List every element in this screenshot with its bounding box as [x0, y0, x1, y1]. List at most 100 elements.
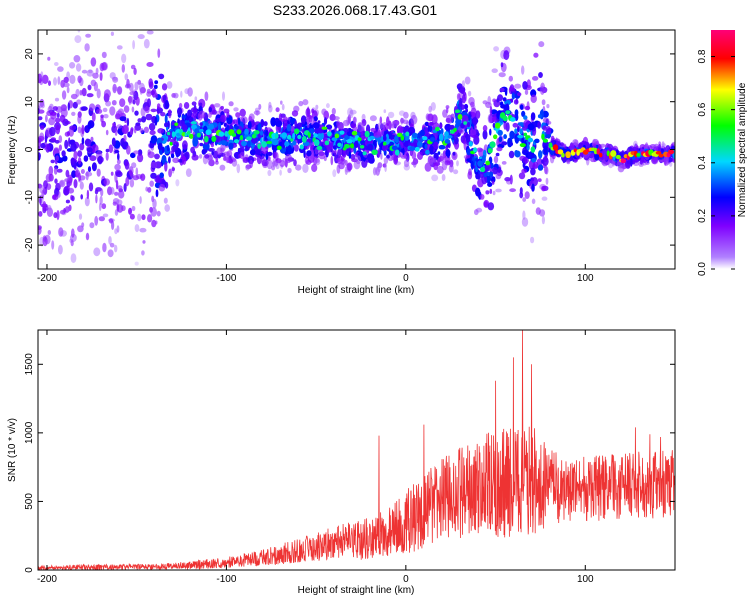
spectrogram-cell: [61, 150, 66, 157]
spectrogram-cell: [149, 142, 155, 149]
spectrogram-cell: [85, 33, 91, 38]
spectrogram-cell: [521, 137, 525, 145]
spectrogram-cell: [286, 124, 292, 132]
spectrogram-cell: [429, 144, 434, 155]
spectrogram-cell: [156, 210, 161, 217]
spectrogram-cell: [81, 124, 85, 135]
spectrogram-cell: [96, 88, 101, 99]
spectrogram-ridge-cell: [473, 147, 478, 153]
spectrogram-ridge-cell: [400, 135, 405, 141]
spectrogram-cell: [257, 122, 262, 133]
spectrogram-cell: [538, 72, 543, 78]
spectrogram-ridge-cell: [204, 135, 209, 143]
spectrogram-ridge-cell: [314, 139, 320, 147]
spectrogram-cell: [101, 203, 107, 210]
spectrogram-cell: [287, 145, 293, 155]
spectrogram-cell: [572, 139, 579, 146]
spectrogram-cell: [338, 162, 345, 170]
spectrogram-cell: [121, 64, 126, 73]
spectrogram-ridge-cell: [457, 113, 463, 120]
spectrogram-cell: [114, 149, 120, 154]
spectrogram-cell: [143, 126, 149, 133]
spectrogram-cell: [347, 107, 353, 117]
spectrogram-ridge-cell: [552, 144, 559, 151]
spectrogram-cell: [284, 153, 293, 164]
spectrogram-cell: [469, 129, 477, 136]
spectrogram-cell: [78, 172, 81, 182]
spectrogram-cell: [487, 182, 493, 187]
spectrogram-cell: [295, 164, 302, 171]
spectrogram-cell: [475, 187, 481, 197]
spectrogram-cell: [70, 142, 77, 152]
spectrogram-cell: [228, 142, 234, 150]
spectrogram-cell: [128, 207, 132, 215]
spectrogram-ridge-cell: [382, 141, 387, 146]
x-tick-label: -100: [216, 273, 236, 284]
spectrogram-cell: [281, 103, 285, 111]
spectrogram-cell: [81, 69, 88, 74]
spectrogram-cell: [85, 232, 90, 241]
spectrogram-cell: [448, 164, 454, 173]
spectrogram-cell: [124, 161, 130, 170]
spectrogram-cell: [153, 84, 158, 89]
spectrogram-cell: [424, 121, 430, 127]
spectrogram-ridge-cell: [259, 130, 264, 136]
spectrogram-cell: [54, 139, 60, 144]
snr-xlabel: Height of straight line (km): [298, 585, 415, 596]
spectrogram-cell: [495, 172, 502, 180]
spectrogram-cell: [102, 242, 107, 253]
spectrogram-cell: [137, 213, 142, 222]
spectrogram-cell: [63, 76, 69, 83]
spectrogram-cell: [509, 87, 516, 92]
spectrogram-cell: [330, 155, 334, 166]
spectrogram-cell: [234, 125, 239, 130]
spectrogram-cell: [511, 92, 516, 100]
spectrogram-cell: [283, 116, 288, 124]
spectrogram-cell: [155, 189, 159, 198]
spectrogram-cell: [393, 155, 398, 165]
spectrogram-cell: [89, 103, 96, 111]
spectrogram-xlabel: Height of straight line (km): [298, 285, 415, 296]
spectrogram-ridge-cell: [636, 153, 641, 157]
spectrogram-ridge-cell: [517, 134, 524, 139]
spectrogram-cell: [159, 172, 164, 179]
spectrogram-cell: [73, 55, 81, 63]
spectrogram-cell: [468, 141, 473, 147]
spectrogram-cell: [522, 197, 527, 202]
spectrogram-cell: [149, 130, 156, 136]
spectrogram-cell: [427, 124, 431, 132]
spectrogram-cell: [260, 119, 265, 128]
spectrogram-cell: [69, 238, 74, 243]
spectrogram-cell: [436, 165, 444, 174]
spectrogram-cell: [134, 128, 137, 134]
spectrogram-cell: [211, 151, 214, 155]
spectrogram-cell: [102, 107, 108, 113]
spectrogram-cell: [627, 160, 631, 165]
spectrogram-ridge-cell: [557, 149, 564, 155]
spectrogram-cell: [158, 73, 165, 80]
spectrogram-cell: [292, 132, 296, 141]
spectrogram-cell: [125, 176, 130, 187]
spectrogram-cell: [445, 144, 448, 151]
colorbar-tick-label: 0.6: [697, 102, 708, 116]
spectrogram-cell: [139, 128, 144, 134]
spectrogram-cell: [412, 159, 417, 168]
spectrogram-cell: [220, 105, 225, 110]
spectrogram-cell: [483, 201, 488, 208]
spectrogram-cell: [141, 250, 145, 256]
spectrogram-cell: [66, 86, 70, 94]
spectrogram-cell: [311, 163, 318, 173]
spectrogram-cell: [77, 75, 82, 84]
spectrogram-cell: [64, 139, 69, 150]
spectrogram-ridge-cell: [251, 133, 257, 139]
spectrogram-cell: [144, 105, 150, 114]
spectrogram-ridge-cell: [181, 132, 186, 137]
spectrogram-cell: [569, 143, 575, 151]
spectrogram-ridge-cell: [344, 143, 350, 149]
spectrogram-ridge-cell: [409, 146, 416, 152]
spectrogram-cell: [154, 153, 160, 160]
spectrogram-cell: [501, 161, 507, 165]
spectrogram-ridge-cell: [233, 139, 240, 144]
spectrogram-cell: [184, 88, 190, 95]
spectrogram-ridge-cell: [429, 137, 435, 142]
